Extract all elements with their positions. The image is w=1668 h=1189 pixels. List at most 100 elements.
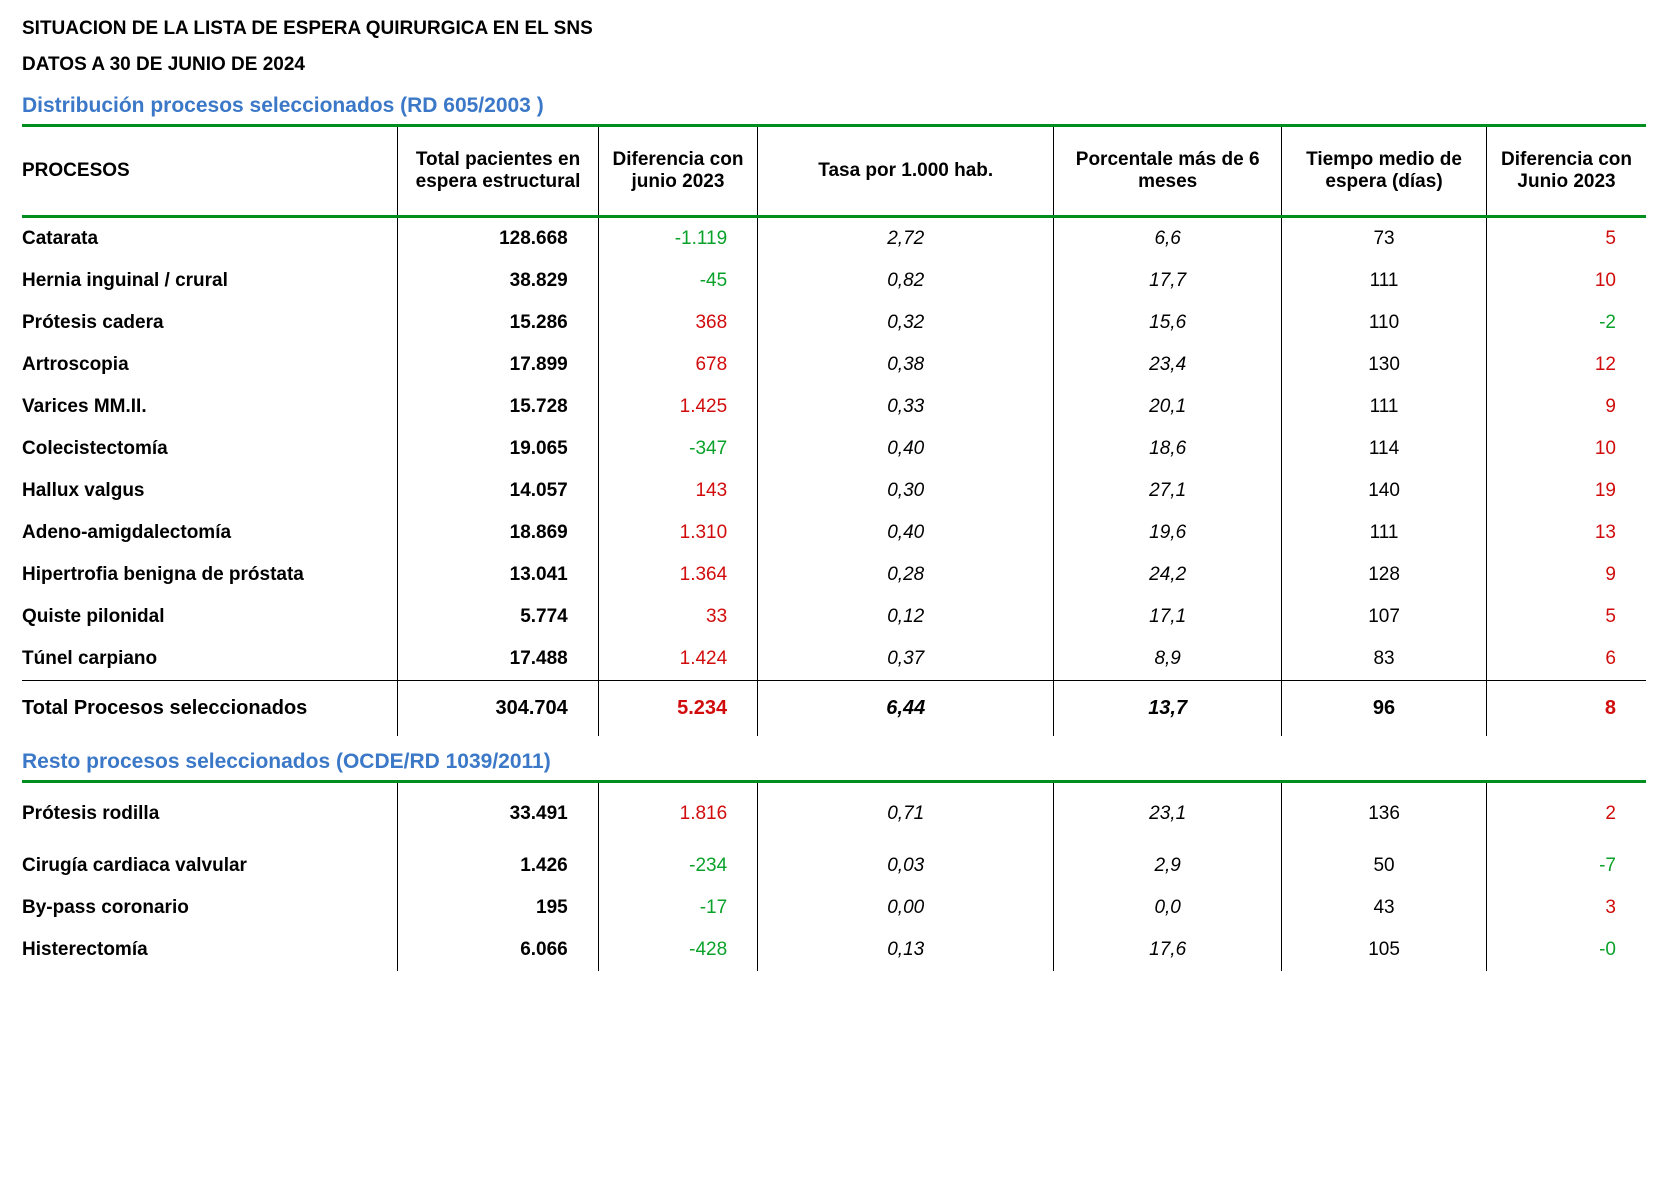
- col-pct: Porcentale más de 6 meses: [1054, 126, 1282, 217]
- section1-title: Distribución procesos seleccionados (RD …: [22, 94, 1646, 118]
- cell-total: 14.057: [398, 470, 598, 512]
- cell-diff2: 5: [1487, 596, 1646, 638]
- cell-diff2: 3: [1487, 887, 1646, 929]
- cell-proceso: By-pass coronario: [22, 887, 398, 929]
- cell-total: 304.704: [398, 681, 598, 737]
- cell-diff2: 10: [1487, 428, 1646, 470]
- cell-pct: 6,6: [1054, 217, 1282, 261]
- cell-tasa: 2,72: [758, 217, 1054, 261]
- cell-proceso: Hipertrofia benigna de próstata: [22, 554, 398, 596]
- cell-tasa: 0,40: [758, 428, 1054, 470]
- table-row: Artroscopia17.8996780,3823,413012: [22, 344, 1646, 386]
- table-row: Histerectomía6.066-4280,1317,6105-0: [22, 929, 1646, 971]
- cell-diff1: 5.234: [598, 681, 757, 737]
- cell-proceso: Colecistectomía: [22, 428, 398, 470]
- cell-diff2: 12: [1487, 344, 1646, 386]
- table-row: Prótesis rodilla33.4911.8160,7123,11362: [22, 782, 1646, 846]
- cell-tiempo: 140: [1282, 470, 1487, 512]
- cell-diff1: -45: [598, 260, 757, 302]
- section1-table: PROCESOS Total pacientes en espera estru…: [22, 124, 1646, 736]
- cell-proceso: Túnel carpiano: [22, 638, 398, 681]
- cell-diff1: -1.119: [598, 217, 757, 261]
- cell-tiempo: 111: [1282, 260, 1487, 302]
- col-procesos: PROCESOS: [22, 126, 398, 217]
- section2-table: Prótesis rodilla33.4911.8160,7123,11362C…: [22, 780, 1646, 971]
- cell-total: 5.774: [398, 596, 598, 638]
- cell-diff1: 1.364: [598, 554, 757, 596]
- cell-proceso: Adeno-amigdalectomía: [22, 512, 398, 554]
- table-row: Adeno-amigdalectomía18.8691.3100,4019,61…: [22, 512, 1646, 554]
- cell-diff1: -428: [598, 929, 757, 971]
- cell-diff2: -0: [1487, 929, 1646, 971]
- col-diff1: Diferencia con junio 2023: [598, 126, 757, 217]
- cell-total: 15.286: [398, 302, 598, 344]
- cell-proceso: Total Procesos seleccionados: [22, 681, 398, 737]
- cell-total: 18.869: [398, 512, 598, 554]
- col-diff2: Diferencia con Junio 2023: [1487, 126, 1646, 217]
- cell-tiempo: 43: [1282, 887, 1487, 929]
- cell-diff1: 1.310: [598, 512, 757, 554]
- cell-proceso: Cirugía cardiaca valvular: [22, 845, 398, 887]
- cell-tiempo: 128: [1282, 554, 1487, 596]
- cell-diff2: -2: [1487, 302, 1646, 344]
- cell-diff2: 13: [1487, 512, 1646, 554]
- cell-diff2: 19: [1487, 470, 1646, 512]
- table-row: Túnel carpiano17.4881.4240,378,9836: [22, 638, 1646, 681]
- cell-total: 1.426: [398, 845, 598, 887]
- cell-tasa: 0,00: [758, 887, 1054, 929]
- cell-proceso: Histerectomía: [22, 929, 398, 971]
- table-row: Colecistectomía19.065-3470,4018,611410: [22, 428, 1646, 470]
- cell-total: 6.066: [398, 929, 598, 971]
- cell-total: 195: [398, 887, 598, 929]
- cell-diff2: 6: [1487, 638, 1646, 681]
- cell-tasa: 0,32: [758, 302, 1054, 344]
- cell-pct: 18,6: [1054, 428, 1282, 470]
- cell-pct: 0,0: [1054, 887, 1282, 929]
- cell-diff1: 1.424: [598, 638, 757, 681]
- table-row: Hernia inguinal / crural38.829-450,8217,…: [22, 260, 1646, 302]
- cell-tasa: 0,30: [758, 470, 1054, 512]
- cell-proceso: Prótesis rodilla: [22, 782, 398, 846]
- cell-pct: 17,1: [1054, 596, 1282, 638]
- cell-diff1: 368: [598, 302, 757, 344]
- cell-tasa: 0,71: [758, 782, 1054, 846]
- table-row: Catarata128.668-1.1192,726,6735: [22, 217, 1646, 261]
- col-total: Total pacientes en espera estructural: [398, 126, 598, 217]
- cell-diff1: -234: [598, 845, 757, 887]
- cell-tasa: 0,13: [758, 929, 1054, 971]
- cell-tiempo: 114: [1282, 428, 1487, 470]
- cell-total: 13.041: [398, 554, 598, 596]
- page-title-1: SITUACION DE LA LISTA DE ESPERA QUIRURGI…: [22, 18, 1646, 40]
- cell-pct: 27,1: [1054, 470, 1282, 512]
- table-row: Prótesis cadera15.2863680,3215,6110-2: [22, 302, 1646, 344]
- cell-tiempo: 107: [1282, 596, 1487, 638]
- cell-tiempo: 111: [1282, 512, 1487, 554]
- cell-pct: 8,9: [1054, 638, 1282, 681]
- cell-tiempo: 110: [1282, 302, 1487, 344]
- cell-tiempo: 105: [1282, 929, 1487, 971]
- cell-diff1: 33: [598, 596, 757, 638]
- cell-pct: 20,1: [1054, 386, 1282, 428]
- cell-diff2: 10: [1487, 260, 1646, 302]
- cell-tasa: 0,37: [758, 638, 1054, 681]
- cell-tasa: 0,28: [758, 554, 1054, 596]
- table-row: Hallux valgus14.0571430,3027,114019: [22, 470, 1646, 512]
- cell-tasa: 0,40: [758, 512, 1054, 554]
- cell-diff1: 143: [598, 470, 757, 512]
- cell-tiempo: 83: [1282, 638, 1487, 681]
- cell-diff2: 9: [1487, 554, 1646, 596]
- cell-pct: 15,6: [1054, 302, 1282, 344]
- cell-tasa: 0,82: [758, 260, 1054, 302]
- page-title-2: DATOS A 30 DE JUNIO DE 2024: [22, 54, 1646, 76]
- cell-tiempo: 130: [1282, 344, 1487, 386]
- cell-proceso: Varices MM.II.: [22, 386, 398, 428]
- cell-tiempo: 50: [1282, 845, 1487, 887]
- cell-total: 17.488: [398, 638, 598, 681]
- cell-diff1: 1.425: [598, 386, 757, 428]
- table-row: Cirugía cardiaca valvular1.426-2340,032,…: [22, 845, 1646, 887]
- table-row: Varices MM.II.15.7281.4250,3320,11119: [22, 386, 1646, 428]
- col-tiempo: Tiempo medio de espera (días): [1282, 126, 1487, 217]
- cell-proceso: Hallux valgus: [22, 470, 398, 512]
- cell-total: 19.065: [398, 428, 598, 470]
- cell-proceso: Prótesis cadera: [22, 302, 398, 344]
